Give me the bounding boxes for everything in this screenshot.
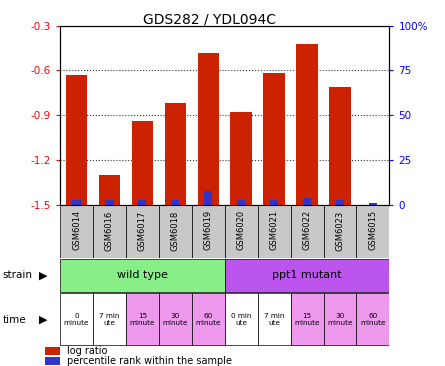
Bar (270, 199, 278, 205)
Text: 0
minute: 0 minute (64, 313, 89, 326)
Bar (204, 191, 212, 205)
Text: wild type: wild type (117, 270, 168, 280)
Bar (291, 293, 324, 346)
Bar (258, 293, 291, 346)
Bar (73, 199, 81, 205)
Text: GSM6018: GSM6018 (171, 210, 180, 251)
Bar (105, 199, 113, 205)
Text: GSM6020: GSM6020 (237, 210, 246, 250)
Bar (44, 357, 60, 365)
Text: GSM6015: GSM6015 (368, 210, 377, 250)
Text: percentile rank within the sample: percentile rank within the sample (67, 356, 232, 366)
Bar (159, 293, 192, 346)
Text: GSM6023: GSM6023 (336, 210, 344, 251)
Text: 60
minute: 60 minute (360, 313, 386, 326)
Text: 30
minute: 30 minute (327, 313, 353, 326)
Bar (99, 175, 120, 205)
Bar (60, 293, 93, 346)
Text: log ratio: log ratio (67, 346, 107, 356)
Text: 0 min
ute: 0 min ute (231, 313, 251, 326)
Bar (60, 259, 225, 292)
Bar (171, 199, 179, 205)
Bar (369, 203, 377, 205)
Bar (263, 74, 285, 205)
Text: GSM6022: GSM6022 (303, 210, 312, 250)
Text: GSM6017: GSM6017 (138, 210, 147, 251)
Bar (93, 293, 126, 346)
Bar (225, 259, 389, 292)
Bar (60, 205, 93, 258)
Bar (66, 75, 87, 205)
Bar (237, 199, 245, 205)
Bar (356, 205, 389, 258)
Bar (126, 293, 159, 346)
Text: GSM6014: GSM6014 (72, 210, 81, 250)
Bar (303, 198, 311, 205)
Bar (324, 205, 356, 258)
Bar (231, 112, 252, 205)
Bar (291, 205, 324, 258)
Text: GDS282 / YDL094C: GDS282 / YDL094C (143, 13, 275, 27)
Bar (138, 199, 146, 205)
Bar (165, 103, 186, 205)
Text: 60
minute: 60 minute (195, 313, 221, 326)
Bar (356, 293, 389, 346)
Bar (296, 44, 318, 205)
Text: time: time (2, 314, 26, 325)
Bar (336, 199, 344, 205)
Bar (93, 205, 126, 258)
Bar (44, 347, 60, 355)
Bar (329, 87, 351, 205)
Text: 7 min
ute: 7 min ute (264, 313, 284, 326)
Bar (132, 121, 153, 205)
Bar (258, 205, 291, 258)
Bar (159, 205, 192, 258)
Bar (225, 205, 258, 258)
Text: 15
minute: 15 minute (294, 313, 320, 326)
Bar (225, 293, 258, 346)
Bar (126, 205, 159, 258)
Text: 7 min
ute: 7 min ute (99, 313, 120, 326)
Text: strain: strain (2, 270, 32, 280)
Text: ppt1 mutant: ppt1 mutant (272, 270, 342, 280)
Text: 30
minute: 30 minute (162, 313, 188, 326)
Text: GSM6021: GSM6021 (270, 210, 279, 250)
Bar (192, 205, 225, 258)
Text: ▶: ▶ (39, 270, 48, 280)
Bar (198, 52, 219, 205)
Bar (192, 293, 225, 346)
Bar (324, 293, 356, 346)
Text: GSM6016: GSM6016 (105, 210, 114, 251)
Text: 15
minute: 15 minute (129, 313, 155, 326)
Text: GSM6019: GSM6019 (204, 210, 213, 250)
Text: ▶: ▶ (39, 314, 48, 325)
